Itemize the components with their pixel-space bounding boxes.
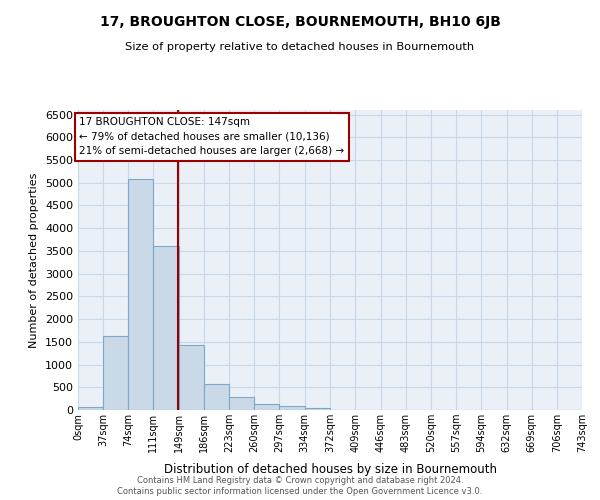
Text: Size of property relative to detached houses in Bournemouth: Size of property relative to detached ho… — [125, 42, 475, 52]
Text: 17 BROUGHTON CLOSE: 147sqm
← 79% of detached houses are smaller (10,136)
21% of : 17 BROUGHTON CLOSE: 147sqm ← 79% of deta… — [79, 117, 344, 156]
Bar — [78, 408, 103, 410]
Bar — [229, 397, 254, 410]
Y-axis label: Number of detached properties: Number of detached properties — [29, 172, 40, 348]
Bar — [153, 246, 179, 410]
X-axis label: Distribution of detached houses by size in Bournemouth: Distribution of detached houses by size … — [163, 464, 497, 476]
Bar — [254, 404, 280, 410]
Bar — [128, 179, 153, 410]
Bar — [204, 384, 229, 410]
Bar — [305, 408, 331, 410]
Bar — [103, 336, 128, 410]
Text: Contains HM Land Registry data © Crown copyright and database right 2024.: Contains HM Land Registry data © Crown c… — [137, 476, 463, 485]
Text: 17, BROUGHTON CLOSE, BOURNEMOUTH, BH10 6JB: 17, BROUGHTON CLOSE, BOURNEMOUTH, BH10 6… — [100, 15, 500, 29]
Text: Contains public sector information licensed under the Open Government Licence v3: Contains public sector information licen… — [118, 488, 482, 496]
Bar — [280, 406, 305, 410]
Bar — [179, 346, 204, 410]
